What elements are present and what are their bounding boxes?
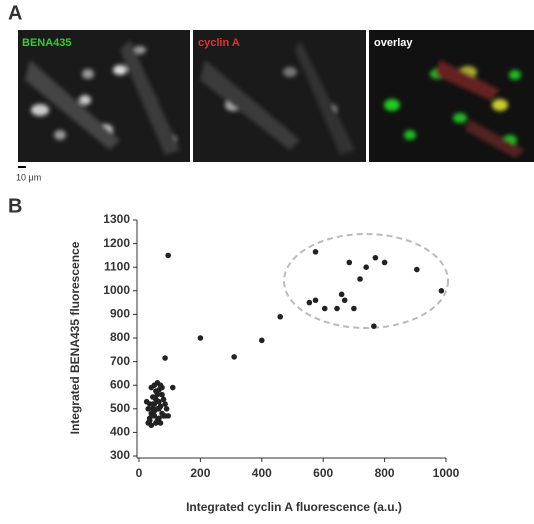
- image-label: BENA435: [22, 37, 72, 49]
- point: [148, 384, 155, 391]
- y-tick-label: 800: [110, 330, 130, 344]
- point: [381, 259, 388, 266]
- panel-label: B: [8, 195, 22, 217]
- y-tick-label: 600: [110, 377, 130, 391]
- point: [363, 264, 369, 271]
- point: [153, 388, 159, 394]
- x-axis-label: Integrated cyclin A fluorescence (a.u.): [186, 500, 402, 514]
- x-tick-label: 1000: [433, 466, 460, 480]
- point: [159, 384, 165, 391]
- point: [163, 406, 170, 412]
- point: [151, 413, 158, 419]
- point: [150, 401, 156, 407]
- point: [150, 394, 156, 400]
- y-tick-label: 900: [110, 307, 130, 321]
- point: [306, 299, 313, 306]
- point: [157, 420, 164, 426]
- point: [312, 249, 319, 255]
- y-tick-label: 1200: [103, 236, 130, 250]
- point: [312, 297, 319, 304]
- scale-bar-label: 10 μm: [16, 172, 41, 182]
- point: [277, 313, 284, 320]
- point: [156, 406, 162, 412]
- point: [148, 422, 155, 429]
- image-label: cyclin A: [198, 37, 240, 49]
- cluster-outline: [283, 233, 449, 329]
- point: [151, 408, 158, 414]
- point: [231, 354, 237, 360]
- point: [346, 259, 353, 266]
- point: [154, 380, 161, 386]
- x-tick-label: 800: [375, 466, 395, 480]
- panel-label: A: [8, 2, 22, 24]
- point: [259, 337, 265, 344]
- x-tick-label: 0: [136, 466, 143, 480]
- x-tick-label: 400: [252, 466, 272, 480]
- point: [156, 398, 162, 405]
- point: [341, 297, 348, 304]
- x-tick-label: 600: [313, 466, 333, 480]
- point: [156, 415, 162, 422]
- point: [371, 323, 377, 330]
- image-label: overlay: [374, 37, 413, 49]
- point: [146, 417, 153, 424]
- point: [414, 266, 420, 273]
- y-tick-label: 1100: [104, 259, 130, 273]
- y-tick-label: 700: [110, 354, 130, 368]
- point: [160, 396, 167, 403]
- y-tick-label: 400: [110, 425, 130, 439]
- point: [162, 401, 168, 407]
- point: [153, 420, 159, 426]
- point: [159, 391, 165, 398]
- point: [338, 291, 345, 298]
- point: [357, 276, 363, 282]
- point: [321, 305, 328, 312]
- point: [145, 406, 152, 412]
- point: [165, 413, 171, 419]
- y-tick-label: 500: [110, 401, 130, 415]
- point: [334, 305, 340, 312]
- point: [169, 384, 176, 391]
- y-tick-label: 300: [110, 448, 130, 462]
- point: [351, 305, 357, 312]
- x-tick-label: 200: [190, 466, 210, 480]
- point: [372, 254, 379, 261]
- point: [197, 335, 204, 341]
- point: [165, 252, 171, 259]
- y-tick-label: 1300: [103, 212, 130, 226]
- point: [438, 288, 445, 294]
- micrograph: [18, 30, 534, 162]
- y-axis-label: Integrated BENA435 fluorescence: [68, 241, 82, 434]
- point: [143, 398, 150, 405]
- y-tick-label: 1000: [103, 283, 130, 297]
- point: [162, 355, 168, 361]
